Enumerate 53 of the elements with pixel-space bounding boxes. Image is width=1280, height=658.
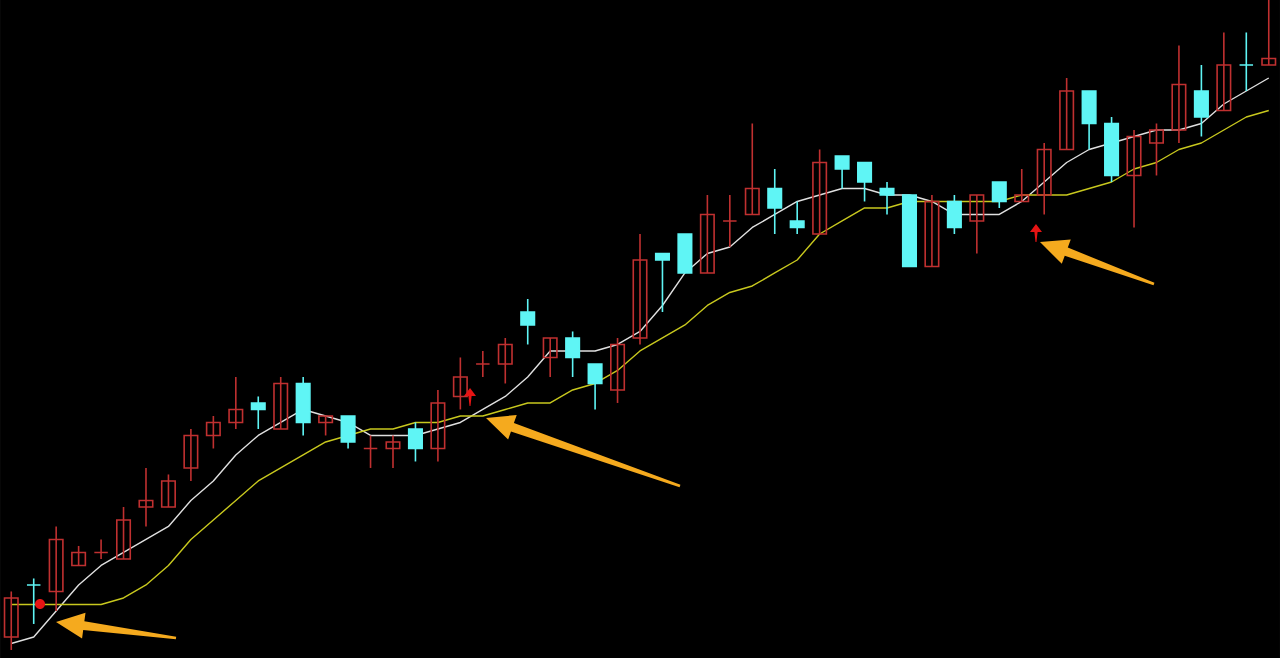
candlestick <box>385 434 401 469</box>
candlestick <box>722 194 738 248</box>
candlestick <box>924 194 940 268</box>
candlestick <box>1261 0 1277 66</box>
candlestick <box>520 298 536 346</box>
candlestick <box>812 148 828 235</box>
candlestick <box>115 506 132 560</box>
candlestick <box>789 200 805 235</box>
candlestick <box>767 168 783 235</box>
candlestick <box>295 376 311 437</box>
candlestick <box>1238 31 1254 92</box>
candlestick <box>250 395 266 430</box>
candlestick <box>1126 129 1142 229</box>
candlestick <box>879 181 895 216</box>
candlestick <box>654 252 670 313</box>
candlestick <box>946 194 962 235</box>
candlestick <box>138 467 154 528</box>
candlestick <box>565 330 581 378</box>
candlestick <box>205 415 221 450</box>
candlestick <box>363 434 379 469</box>
candlestick <box>699 194 715 274</box>
candlestick <box>1081 90 1097 151</box>
candlestick <box>407 421 423 463</box>
candlestick <box>93 538 109 560</box>
candlestick <box>340 415 356 450</box>
candlestick <box>48 525 64 612</box>
candlestick <box>857 161 873 203</box>
candlestick <box>587 363 603 411</box>
candlestick <box>834 155 850 190</box>
candlestick <box>677 233 693 274</box>
candlestick <box>318 415 334 437</box>
candlestick <box>1059 77 1075 151</box>
candlestick <box>3 590 19 651</box>
candlestick <box>228 376 244 430</box>
candlestick <box>273 376 289 430</box>
candlestick <box>1171 44 1187 144</box>
candlestick <box>1216 31 1232 112</box>
candlestick <box>610 337 626 404</box>
candlestick <box>1148 122 1165 177</box>
candlestick <box>1036 142 1052 216</box>
candlestick <box>1014 168 1030 203</box>
candlestick <box>160 473 176 508</box>
candlestick <box>71 545 87 567</box>
candlestick <box>969 194 985 255</box>
candlestick <box>1193 64 1209 138</box>
candlestick <box>183 428 199 482</box>
candlestick <box>542 337 558 378</box>
candlestick <box>632 233 648 346</box>
candlestick <box>991 181 1007 209</box>
candlestick <box>430 389 446 463</box>
candlestick <box>497 337 513 385</box>
candlestick <box>744 122 760 216</box>
candlestick <box>475 350 491 378</box>
